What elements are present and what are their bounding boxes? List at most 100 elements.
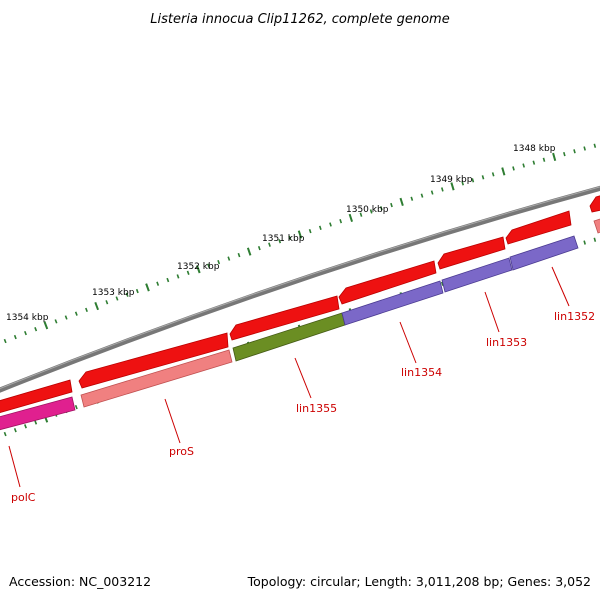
tick-mark xyxy=(34,327,38,332)
tick-mark xyxy=(94,301,100,311)
tick-mark xyxy=(532,160,536,165)
tick-mark xyxy=(246,247,252,256)
tick-mark xyxy=(13,334,17,340)
tick-mark xyxy=(268,242,271,247)
gene-arrow[interactable] xyxy=(78,332,229,389)
tick-mark xyxy=(196,265,201,274)
tick-mark xyxy=(227,256,231,261)
tick-mark xyxy=(115,296,119,301)
gene-right-edge[interactable] xyxy=(593,217,600,234)
tick-mark xyxy=(176,274,180,279)
tick-mark xyxy=(552,152,557,162)
tick-mark xyxy=(64,315,68,320)
tick-label-1348: 1348 kbp xyxy=(513,144,556,154)
tick-mark xyxy=(450,182,455,191)
accession-text: Accession: NC_003212 xyxy=(9,574,151,589)
genome-backbone-highlight xyxy=(0,186,600,390)
tick-mark xyxy=(318,225,322,230)
tick-mark xyxy=(54,319,58,324)
tick-mark xyxy=(369,209,373,214)
topology-text: Topology: circular; Length: 3,011,208 bp… xyxy=(247,574,591,589)
tick-label-1353: 1353 kbp xyxy=(92,288,135,298)
tick-mark xyxy=(390,202,393,208)
tick-mark xyxy=(471,178,475,183)
gene-arrow[interactable] xyxy=(229,295,340,341)
tick-mark xyxy=(491,172,495,177)
forward-strand-genes xyxy=(0,194,600,414)
tick-mark xyxy=(329,222,332,227)
tick-mark xyxy=(339,219,343,224)
tick-mark xyxy=(583,146,586,151)
gene-polc[interactable] xyxy=(0,396,76,431)
tick-mark xyxy=(74,405,78,410)
gene-arrow[interactable] xyxy=(0,379,73,414)
tick-mark xyxy=(430,190,434,195)
tick-mark xyxy=(217,259,221,265)
tick-mark xyxy=(237,252,241,258)
tick-mark xyxy=(348,213,354,223)
gene-label-pros: proS xyxy=(169,445,194,458)
tick-mark xyxy=(24,330,27,336)
tick-mark xyxy=(43,321,49,330)
label-leaders xyxy=(8,266,570,488)
leader-pros xyxy=(164,398,181,444)
tick-mark xyxy=(288,235,292,241)
tick-mark xyxy=(105,300,109,305)
tick-label-1350: 1350 kbp xyxy=(346,205,389,215)
tick-mark xyxy=(583,240,586,245)
map-title: Listeria innocua Clip11262, complete gen… xyxy=(150,12,449,27)
leader-lin1353 xyxy=(484,291,500,333)
tick-mark xyxy=(461,181,465,186)
tick-mark xyxy=(593,237,597,242)
gene-lin1354[interactable] xyxy=(341,280,444,326)
gene-lin1352[interactable] xyxy=(509,235,579,271)
gene-label-polc: polC xyxy=(11,491,36,504)
tick-mark xyxy=(379,206,383,211)
tick-mark xyxy=(481,175,485,180)
gene-lin1353[interactable] xyxy=(441,257,513,293)
tick-mark xyxy=(34,420,38,425)
gene-label-lin1352: lin1352 xyxy=(554,310,595,323)
gene-arrow[interactable] xyxy=(437,236,506,270)
genome-backbone xyxy=(0,185,600,393)
tick-mark xyxy=(440,187,444,192)
tick-mark xyxy=(13,428,17,433)
gene-pros[interactable] xyxy=(80,349,233,408)
tick-mark xyxy=(573,149,576,154)
leader-lin1355 xyxy=(294,357,312,399)
tick-mark xyxy=(207,263,210,268)
tick-mark xyxy=(278,239,282,244)
leader-polc xyxy=(8,445,21,488)
tick-mark xyxy=(135,288,139,294)
tick-mark xyxy=(308,228,312,234)
tick-label-1349: 1349 kbp xyxy=(430,175,473,185)
tick-mark xyxy=(297,230,303,239)
gene-arrow[interactable] xyxy=(338,260,437,305)
tick-mark xyxy=(563,151,566,157)
gene-arrow[interactable] xyxy=(505,210,572,245)
tick-mark xyxy=(593,143,597,148)
tick-mark xyxy=(3,431,7,437)
tick-mark xyxy=(440,281,444,286)
tick-mark xyxy=(156,281,160,286)
tick-mark xyxy=(186,270,190,275)
tick-label-1354: 1354 kbp xyxy=(6,313,49,323)
tick-mark xyxy=(542,157,546,162)
tick-mark xyxy=(145,283,150,292)
tick-mark xyxy=(125,292,129,297)
tick-mark xyxy=(24,424,27,429)
tick-mark xyxy=(522,163,525,168)
tick-mark xyxy=(85,307,88,313)
tick-mark xyxy=(501,167,506,176)
gene-label-lin1353: lin1353 xyxy=(486,336,527,349)
tick-mark xyxy=(420,193,424,198)
reverse-strand-genes xyxy=(0,217,600,431)
tick-mark xyxy=(166,277,170,283)
tick-mark xyxy=(399,197,404,207)
gene-label-lin1354: lin1354 xyxy=(401,366,442,379)
gene-label-lin1355: lin1355 xyxy=(296,402,337,415)
gene-arrow[interactable] xyxy=(589,194,600,213)
tick-mark xyxy=(359,212,363,217)
tick-marks-outer xyxy=(3,143,597,344)
